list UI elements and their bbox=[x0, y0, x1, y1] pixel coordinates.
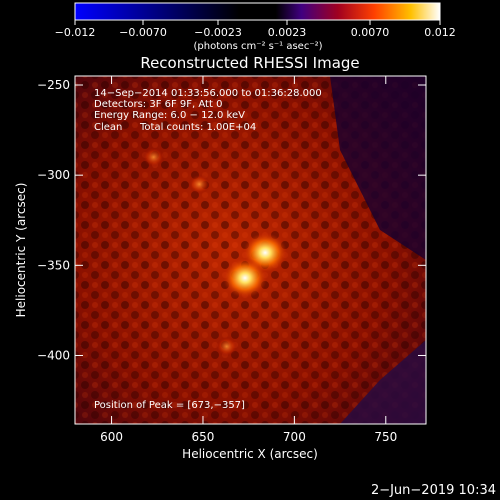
colorbar-tick-label: −0.012 bbox=[55, 26, 96, 39]
chart-title: Reconstructed RHESSI Image bbox=[140, 54, 359, 72]
colorbar bbox=[74, 2, 441, 21]
x-axis-label: Heliocentric X (arcsec) bbox=[182, 447, 318, 461]
colorbar-tick-label: 0.0070 bbox=[351, 26, 390, 39]
plot-frame bbox=[74, 75, 427, 425]
colorbar-tick-label: −0.0070 bbox=[119, 26, 167, 39]
y-axis-label: Heliocentric Y (arcsec) bbox=[14, 183, 28, 318]
emission-source bbox=[188, 174, 211, 195]
colorbar-tick-label: 0.012 bbox=[424, 26, 456, 39]
x-tick-label: 650 bbox=[192, 430, 215, 444]
colorbar-ticks: −0.012 −0.0070 −0.0023 0.0023 0.0070 0.012 bbox=[55, 20, 456, 39]
y-tick-label: −300 bbox=[37, 168, 70, 182]
timestamp: 2−Jun−2019 10:34 bbox=[370, 483, 496, 498]
colorbar-tick-label: 0.0023 bbox=[268, 26, 307, 39]
heatmap-image bbox=[75, 76, 426, 424]
annotation-detectors: Detectors: 3F 6F 9F, Att 0 bbox=[94, 99, 222, 110]
x-tick-label: 600 bbox=[100, 430, 123, 444]
annotation-method: Clean bbox=[94, 122, 122, 133]
emission-source bbox=[223, 257, 268, 298]
y-tick-label: −350 bbox=[37, 258, 70, 272]
annotation-energy-range: Energy Range: 6.0 − 12.0 keV bbox=[94, 110, 245, 121]
annotation-time-range: 14−Sep−2014 01:33:56.000 to 01:36:28.000 bbox=[94, 88, 322, 99]
x-tick-label: 700 bbox=[283, 430, 306, 444]
y-tick-label: −250 bbox=[37, 78, 70, 92]
x-tick-label: 750 bbox=[374, 430, 397, 444]
annotation-total-counts: Total counts: 1.00E+04 bbox=[139, 122, 256, 133]
emission-source bbox=[142, 147, 165, 168]
peak-position-label: Position of Peak = [673,−357] bbox=[94, 400, 245, 411]
emission-source bbox=[215, 336, 238, 357]
axis-ticks: 600 650 700 750 −250 −300 −350 −400 bbox=[37, 76, 426, 444]
colorbar-units-label: (photons cm⁻² s⁻¹ asec⁻²) bbox=[193, 41, 322, 52]
y-tick-label: −400 bbox=[37, 348, 70, 362]
colorbar-tick-label: −0.0023 bbox=[194, 26, 242, 39]
